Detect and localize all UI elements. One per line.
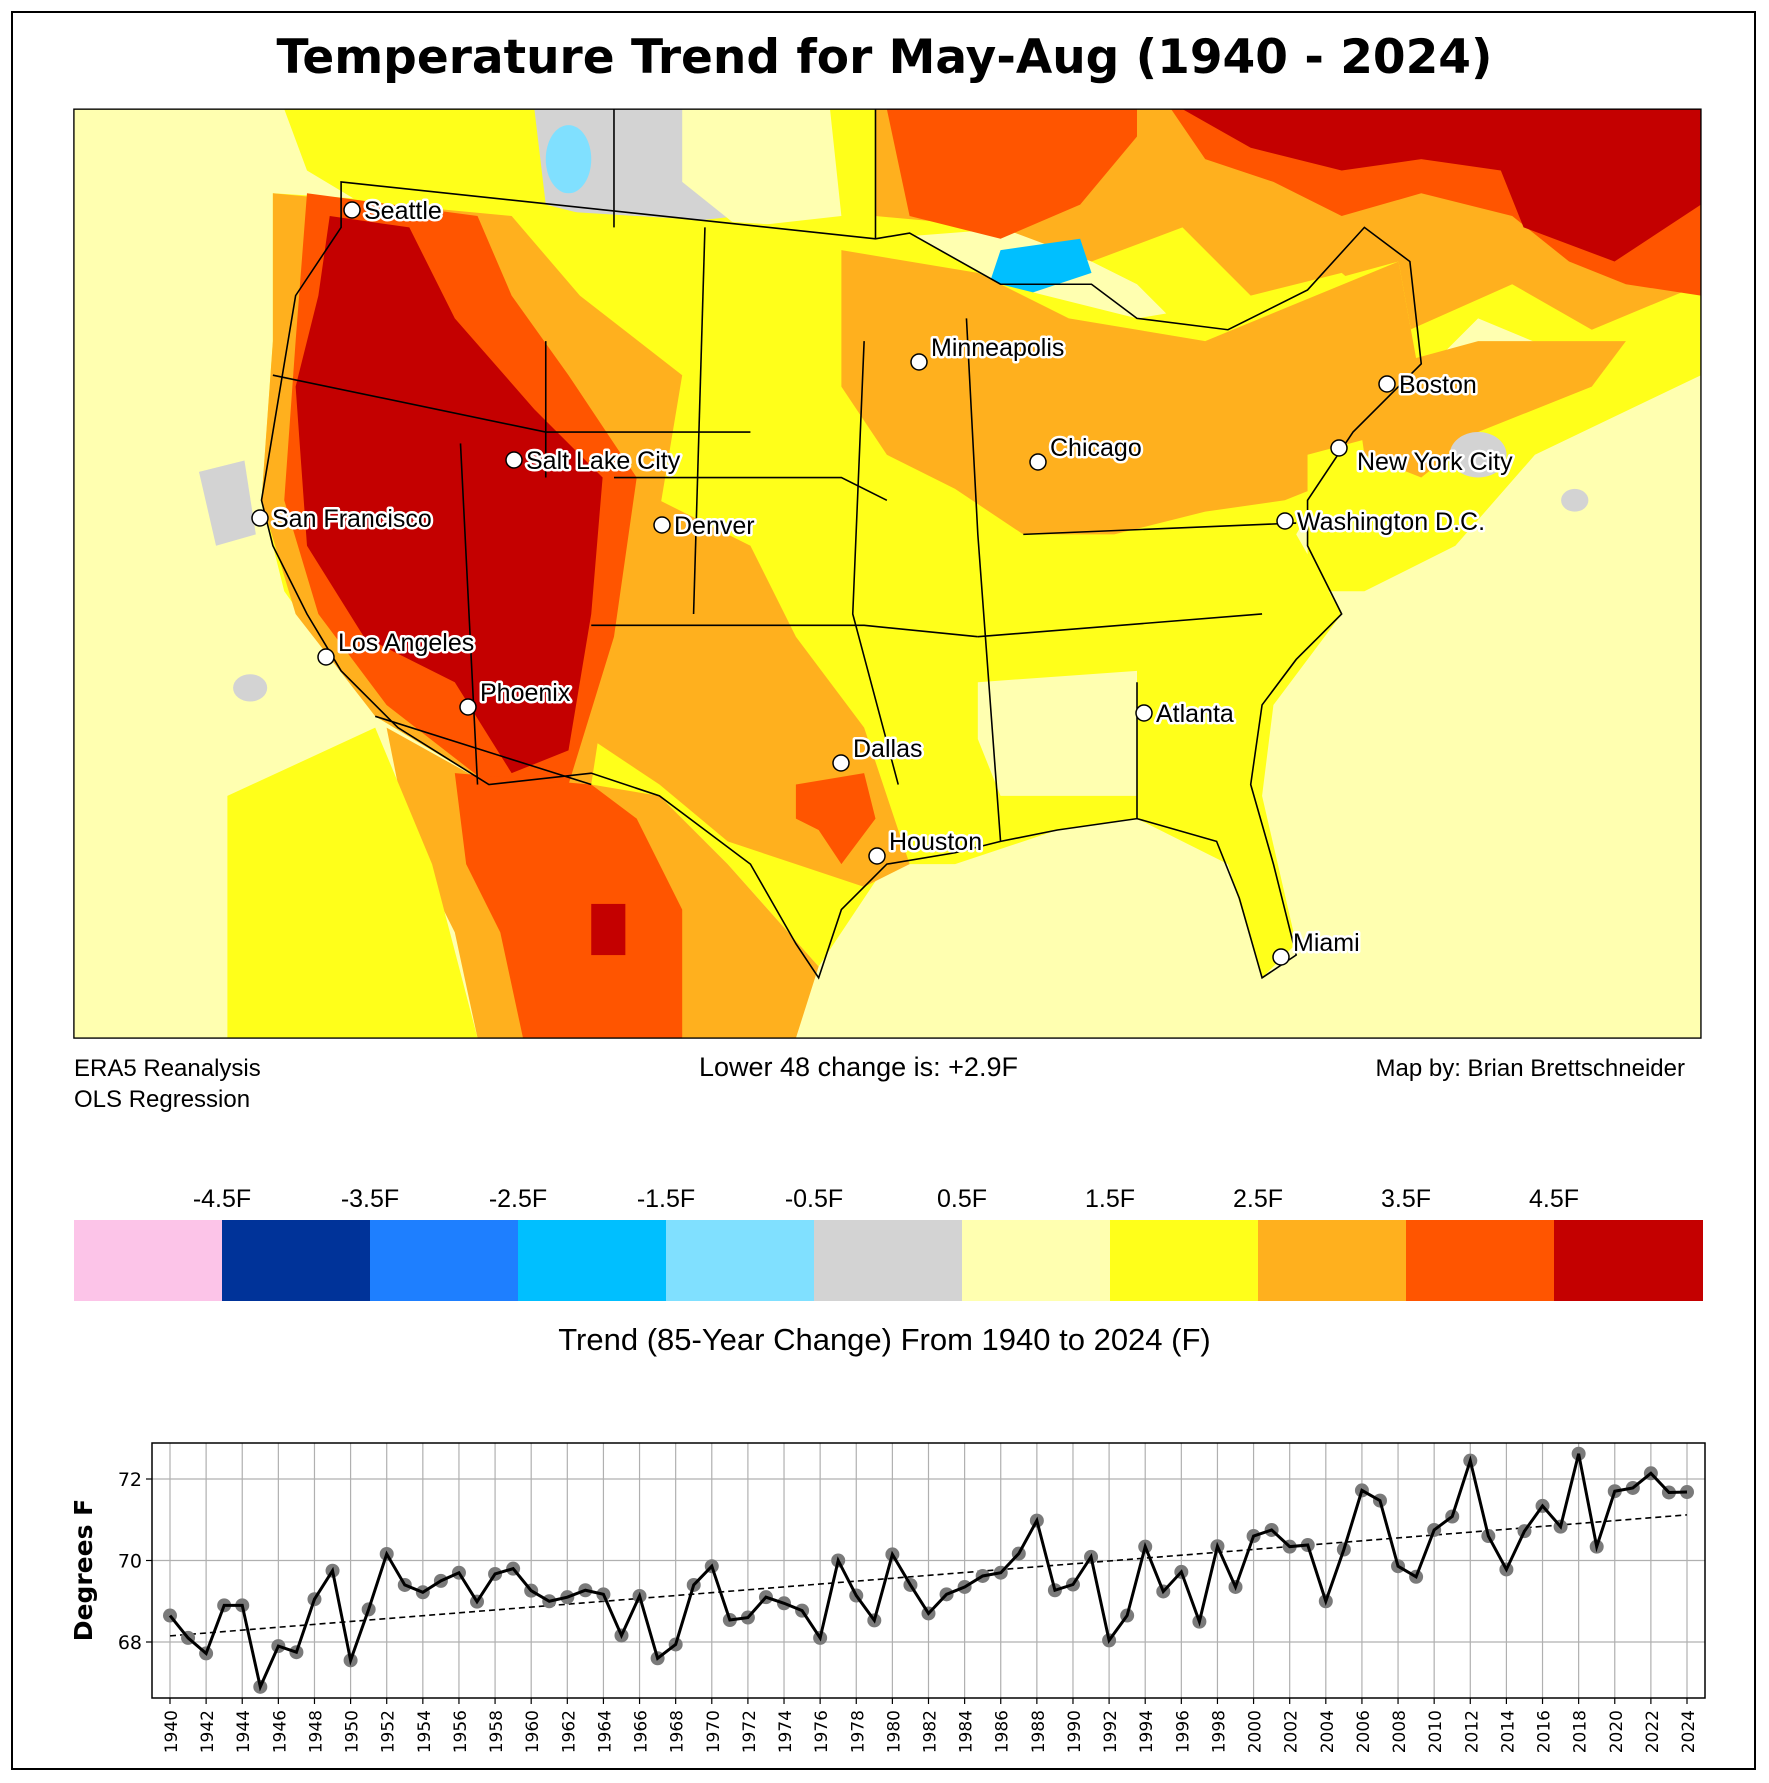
city-minneapolis: Minneapolis xyxy=(910,332,1067,371)
city-miami: Miami xyxy=(1272,927,1362,966)
city-label: Phoenix xyxy=(480,679,571,707)
city-houston: Houston xyxy=(868,826,985,865)
colorbar-tick-label: -1.5F xyxy=(636,1185,696,1213)
city-dot xyxy=(1272,948,1290,966)
lower48-summary: Lower 48 change is: +2.9F xyxy=(699,1052,1018,1082)
colorbar-tick-label: -2.5F xyxy=(488,1185,548,1213)
pacific-gray-2 xyxy=(233,674,268,702)
colorbar-swatch xyxy=(1110,1220,1259,1301)
city-dot xyxy=(317,648,335,666)
colorbar-tick-label: 1.5F xyxy=(1084,1185,1136,1213)
colorbar-swatch xyxy=(74,1220,223,1301)
colorbar-tick-label: 2.5F xyxy=(1232,1185,1284,1213)
city-label: Seattle xyxy=(364,197,442,225)
city-label: Chicago xyxy=(1050,434,1142,462)
colorbar-swatch xyxy=(1406,1220,1555,1301)
colorbar-tick-label: 4.5F xyxy=(1528,1185,1580,1213)
map-fill-layer xyxy=(73,109,1701,1039)
city-label: Houston xyxy=(889,828,982,856)
city-label: Boston xyxy=(1399,371,1477,399)
colorbar-swatch xyxy=(1258,1220,1407,1301)
map-outlines xyxy=(260,109,1423,980)
city-markers: Seattle Minneapolis Boston Salt Lake City Ch… xyxy=(251,195,1516,966)
city-phoenix: Phoenix xyxy=(459,677,573,716)
city-dallas: Dallas xyxy=(832,733,925,772)
colorbar-tick-label: -0.5F xyxy=(784,1185,844,1213)
figure-frame xyxy=(11,11,1756,1770)
method-label: OLS Regression xyxy=(74,1086,251,1113)
city-label: Denver xyxy=(674,512,755,540)
region-midwest-orange xyxy=(841,250,1422,535)
region-atlantic-orange xyxy=(1353,341,1626,478)
colorbar-swatch xyxy=(1554,1220,1703,1301)
region-southeast-pale xyxy=(977,670,1137,796)
city-new-york-city: New York City xyxy=(1330,439,1516,479)
colorbar-swatch xyxy=(222,1220,371,1301)
city-dot xyxy=(1330,439,1348,457)
city-salt-lake-city: Salt Lake City xyxy=(505,445,683,478)
city-dot xyxy=(1276,512,1294,530)
colorbar-title: Trend (85-Year Change) From 1940 to 2024… xyxy=(558,1322,1211,1357)
city-dot xyxy=(1029,453,1047,471)
city-label: Atlanta xyxy=(1156,700,1234,728)
city-dot xyxy=(251,509,269,527)
region-baja-yellow xyxy=(227,727,478,1039)
map-credit: Map by: Brian Brettschneider xyxy=(1375,1055,1685,1082)
city-dot xyxy=(459,698,477,716)
region-atlantic-yellow xyxy=(1307,341,1701,592)
colorbar-tick-label: 3.5F xyxy=(1380,1185,1432,1213)
map-border xyxy=(73,108,1702,1039)
city-label: New York City xyxy=(1357,448,1513,476)
city-label: Los Angeles xyxy=(338,629,474,657)
colorbar-tick-label: -4.5F xyxy=(192,1185,252,1213)
colorbar-swatch xyxy=(814,1220,963,1301)
pacific-gray-1 xyxy=(198,460,256,546)
city-dot xyxy=(505,451,523,469)
colorbar-tick-label: -3.5F xyxy=(340,1185,400,1213)
city-label: Washington D.C. xyxy=(1297,508,1485,536)
colorbar-swatch xyxy=(518,1220,667,1301)
region-west-darkred xyxy=(295,216,603,774)
city-dot xyxy=(1378,375,1396,393)
city-seattle: Seattle xyxy=(343,195,444,228)
city-label: Minneapolis xyxy=(931,334,1064,362)
region-mexico-darkred xyxy=(591,903,626,956)
city-los-angeles: Los Angeles xyxy=(317,627,477,666)
city-label: Miami xyxy=(1293,929,1360,957)
city-washington-d-c-: Washington D.C. xyxy=(1276,506,1488,539)
city-dot xyxy=(910,353,928,371)
city-boston: Boston xyxy=(1378,369,1479,402)
colorbar-swatch xyxy=(666,1220,815,1301)
city-dot xyxy=(832,754,850,772)
region-texas-redorange xyxy=(795,773,876,865)
city-dot xyxy=(653,516,671,534)
region-prairie-pale xyxy=(682,109,842,228)
region-ontario-redorange xyxy=(886,109,1137,239)
colorbar-swatch xyxy=(962,1220,1111,1301)
colorbar-tick-label: 0.5F xyxy=(936,1185,988,1213)
city-label: Dallas xyxy=(853,735,922,763)
region-prairie-lightblue xyxy=(545,125,592,194)
region-quebec-darkred xyxy=(1182,109,1701,262)
page-title: Temperature Trend for May-Aug (1940 - 20… xyxy=(276,30,1493,85)
city-denver: Denver xyxy=(653,510,757,543)
city-chicago: Chicago xyxy=(1029,432,1144,471)
city-dot xyxy=(1135,704,1153,722)
region-mexico-redorange xyxy=(454,773,683,1039)
colorbar-swatch xyxy=(370,1220,519,1301)
city-label: San Francisco xyxy=(272,505,432,533)
city-san-francisco: San Francisco xyxy=(251,503,434,536)
city-dot xyxy=(868,847,886,865)
atlantic-gray-1 xyxy=(1561,488,1589,512)
source-label: ERA5 Reanalysis xyxy=(74,1055,261,1082)
city-dot xyxy=(343,201,361,219)
atlantic-gray-2 xyxy=(1449,432,1507,478)
city-atlanta: Atlanta xyxy=(1135,698,1236,731)
city-label: Salt Lake City xyxy=(526,447,681,475)
trend-map: Seattle Minneapolis Boston Salt Lake City Ch… xyxy=(73,108,1702,1039)
